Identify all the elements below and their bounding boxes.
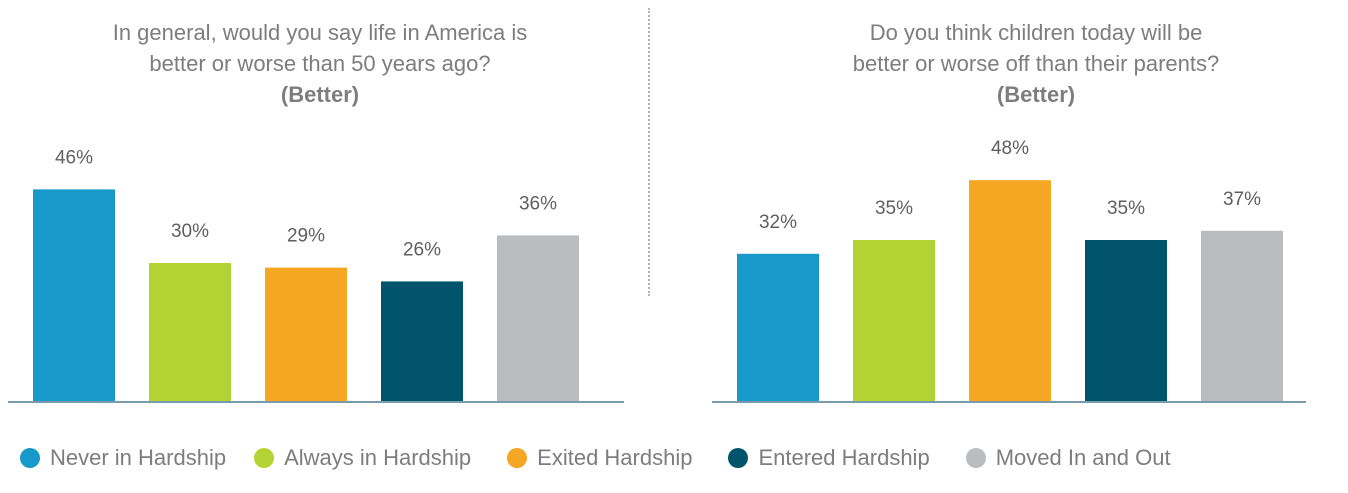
right-bar-always [853,240,935,401]
legend-swatch-exited [507,448,528,468]
bar-charts: 46% 30% 29% 26% 36% 32% 35% 48% 35% 37% [8,138,1306,403]
left-label-always: 30% [171,221,209,242]
left-label-moved: 36% [519,193,557,214]
left-chart-title-line1: In general, would you say life in Americ… [112,20,528,45]
legend-item-exited: Exited Hardship [507,445,692,471]
left-bar-entered [381,281,463,401]
left-bar-always [149,263,231,401]
legend-label-never: Never in Hardship [50,445,227,470]
legend-item-never: Never in Hardship [20,445,226,471]
right-chart-title-line2: better or worse off than their parents? [852,51,1220,76]
legend-swatch-entered [728,448,749,468]
legend-label-always: Always in Hardship [284,445,472,470]
left-bar-never [33,189,115,401]
right-label-entered: 35% [1107,198,1145,219]
left-label-entered: 26% [403,239,441,260]
right-label-always: 35% [875,198,913,219]
right-bar-moved [1201,230,1283,401]
right-bar-exited [969,180,1051,401]
legend-item-moved: Moved In and Out [965,445,1171,471]
legend-item-always: Always in Hardship [254,445,471,471]
legend-label-exited: Exited Hardship [537,445,693,470]
left-label-exited: 29% [287,226,325,247]
right-chart-title-line1: Do you think children today will be [869,20,1203,45]
right-label-moved: 37% [1223,189,1261,210]
left-chart-title: In general, would you say life in Americ… [20,17,620,110]
right-chart-title: Do you think children today will be bett… [736,17,1336,110]
right-label-never: 32% [759,212,797,233]
left-bar-exited [265,267,347,401]
legend-label-moved: Moved In and Out [995,445,1171,470]
right-chart-subtitle: (Better) [996,82,1076,107]
legend-label-entered: Entered Hardship [758,445,930,470]
legend-swatch-moved [965,448,986,468]
legend-item-entered: Entered Hardship [728,445,930,471]
legend: Never in Hardship Always in Hardship Exi… [0,438,1348,478]
chart-divider [648,8,650,296]
right-bar-entered [1085,240,1167,401]
left-chart-subtitle: (Better) [280,82,360,107]
right-label-exited: 48% [991,138,1029,159]
left-bar-moved [497,235,579,401]
left-chart-title-line2: better or worse than 50 years ago? [149,51,491,76]
right-bar-never [737,253,819,401]
legend-swatch-always [254,448,275,468]
left-label-never: 46% [55,147,93,168]
legend-swatch-never [20,448,40,468]
